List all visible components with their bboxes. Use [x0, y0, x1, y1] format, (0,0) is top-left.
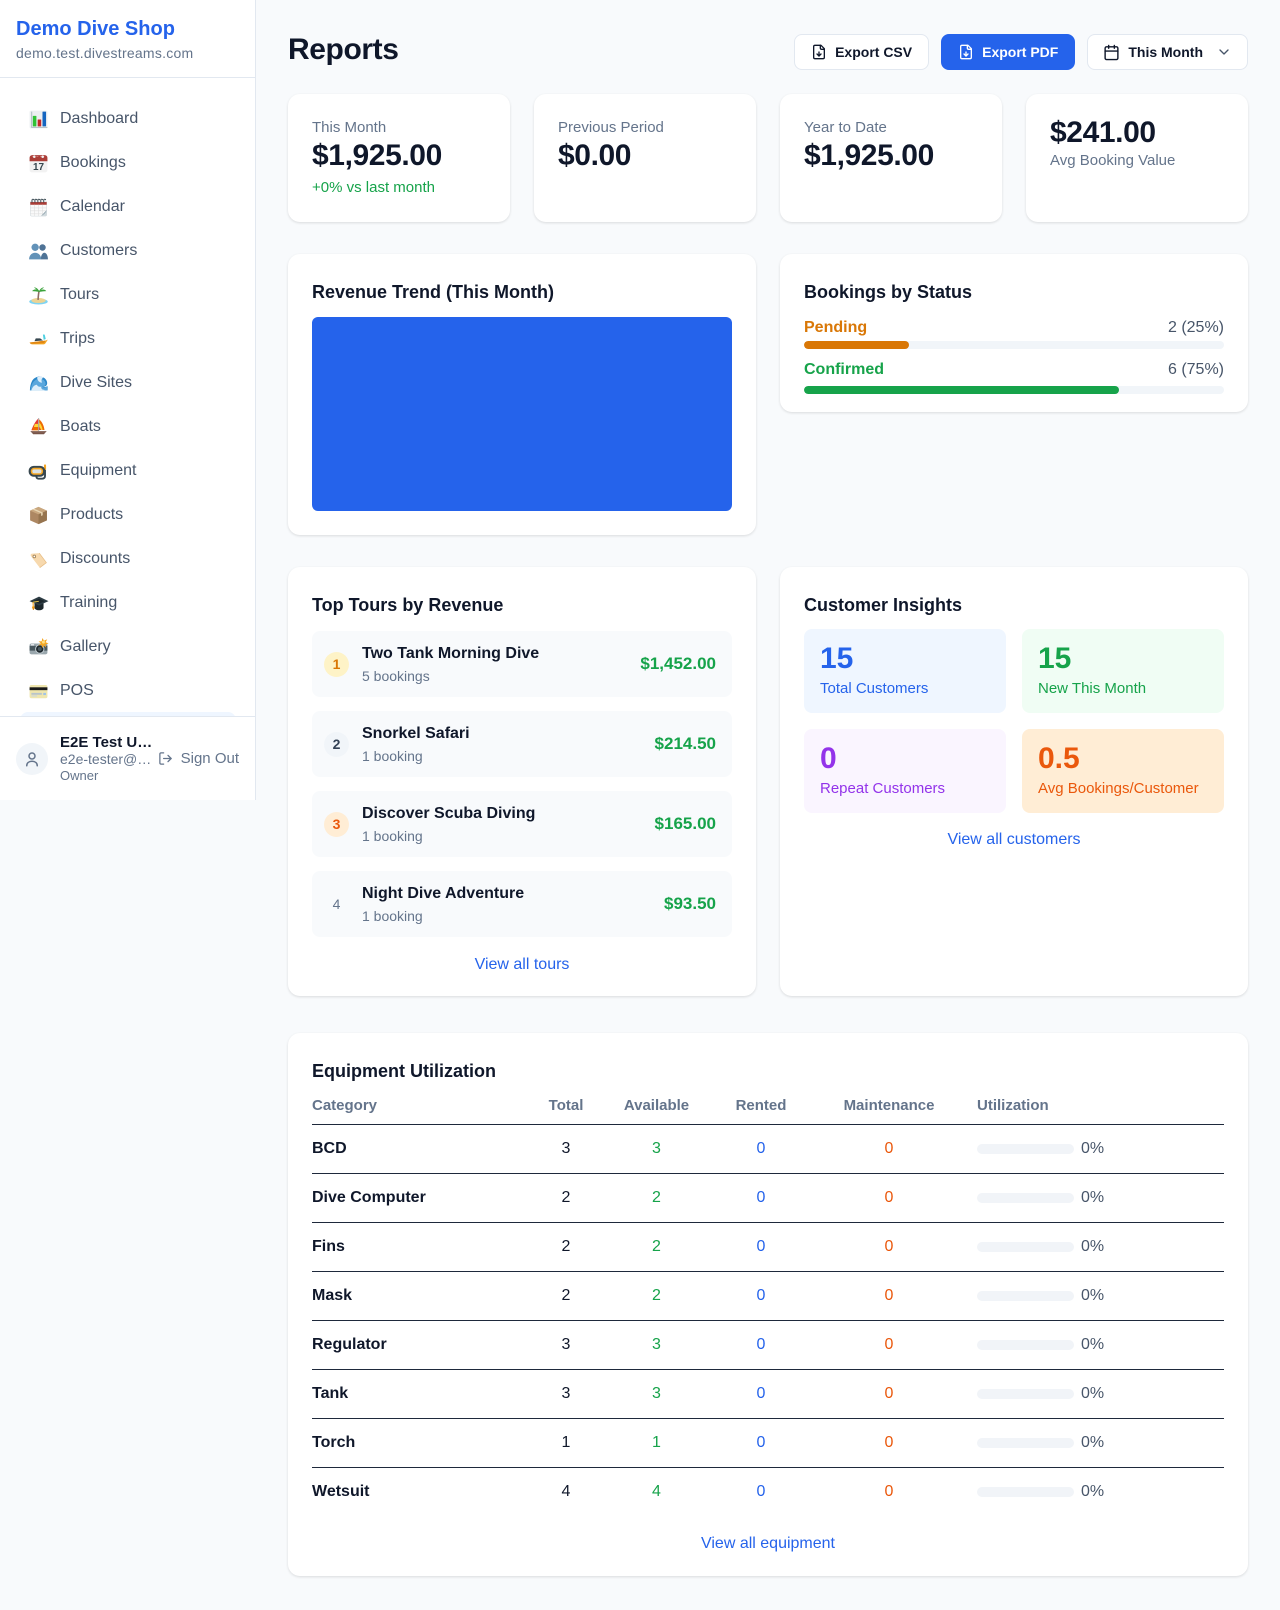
svg-text:17: 17 [33, 162, 45, 173]
